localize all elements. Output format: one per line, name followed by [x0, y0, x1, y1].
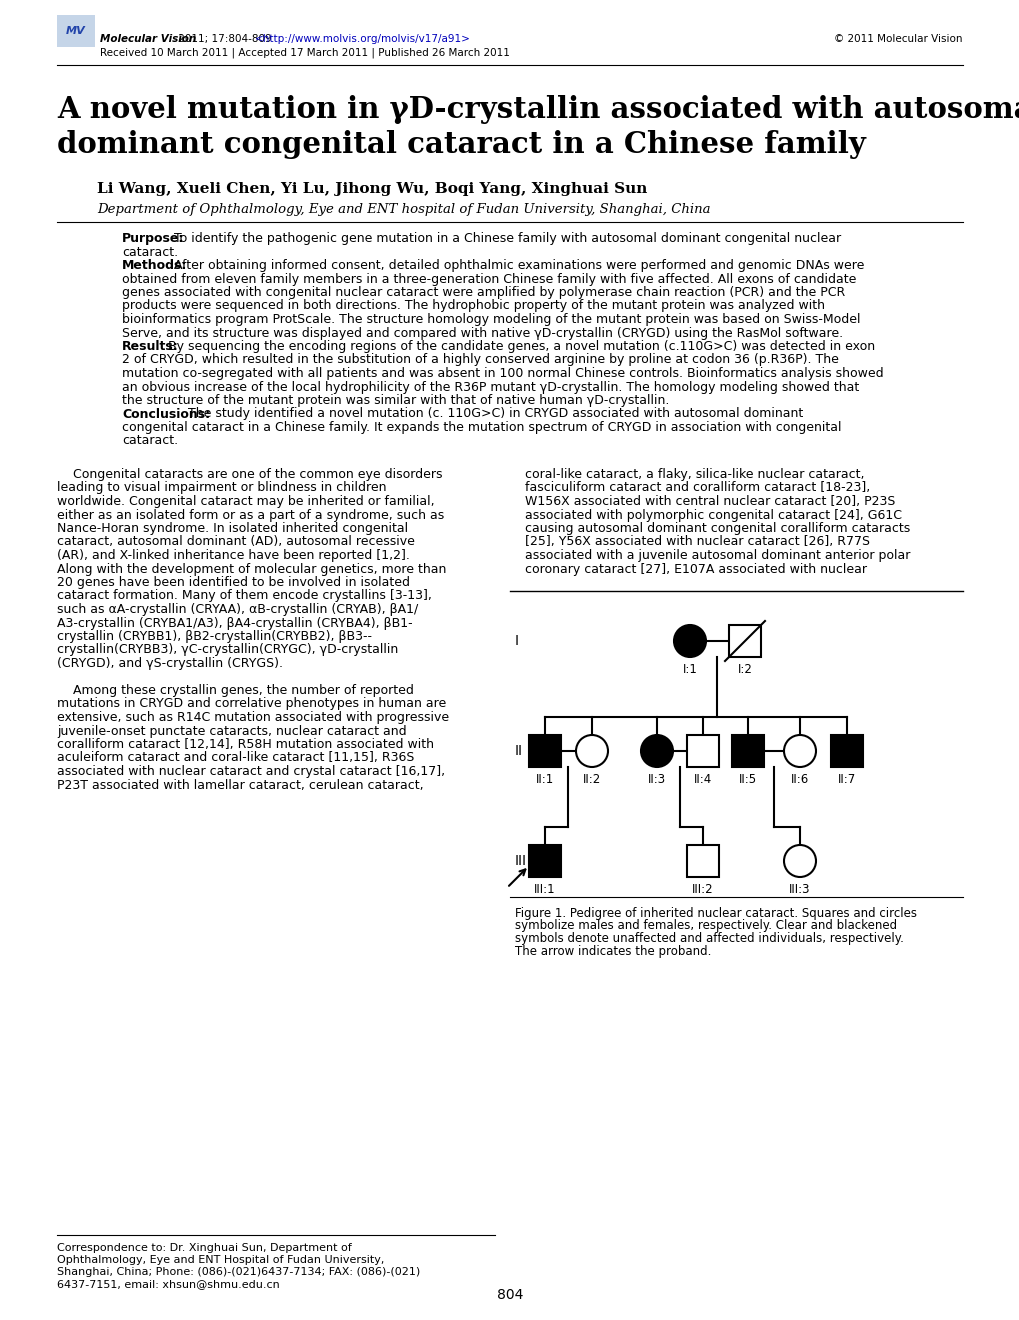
Text: P23T associated with lamellar cataract, cerulean cataract,: P23T associated with lamellar cataract, …: [57, 779, 423, 792]
Text: [25], Y56X associated with nuclear cataract [26], R77S: [25], Y56X associated with nuclear catar…: [525, 536, 869, 549]
Text: juvenile-onset punctate cataracts, nuclear cataract and: juvenile-onset punctate cataracts, nucle…: [57, 725, 407, 738]
Text: By sequencing the encoding regions of the candidate genes, a novel mutation (c.1: By sequencing the encoding regions of th…: [164, 341, 874, 352]
Text: crystallin (CRYBB1), βB2-crystallin(CRYBB2), βB3--: crystallin (CRYBB1), βB2-crystallin(CRYB…: [57, 630, 372, 643]
Text: MV: MV: [66, 26, 86, 36]
Text: causing autosomal dominant congenital coralliform cataracts: causing autosomal dominant congenital co…: [525, 521, 909, 535]
Text: II:6: II:6: [790, 774, 808, 785]
Bar: [830, 735, 862, 767]
Text: 2 of CRYGD, which resulted in the substitution of a highly conserved arginine by: 2 of CRYGD, which resulted in the substi…: [122, 354, 838, 367]
Text: II:2: II:2: [582, 774, 600, 785]
Text: The arrow indicates the proband.: The arrow indicates the proband.: [515, 945, 710, 957]
Text: Ophthalmology, Eye and ENT Hospital of Fudan University,: Ophthalmology, Eye and ENT Hospital of F…: [57, 1255, 384, 1265]
Text: associated with polymorphic congenital cataract [24], G61C: associated with polymorphic congenital c…: [525, 508, 901, 521]
Text: II:4: II:4: [693, 774, 711, 785]
Text: crystallin(CRYBB3), γC-crystallin(CRYGC), γD-crystallin: crystallin(CRYBB3), γC-crystallin(CRYGC)…: [57, 644, 397, 656]
Text: cataract, autosomal dominant (AD), autosomal recessive: cataract, autosomal dominant (AD), autos…: [57, 536, 415, 549]
Text: associated with a juvenile autosomal dominant anterior polar: associated with a juvenile autosomal dom…: [525, 549, 910, 562]
Text: Among these crystallin genes, the number of reported: Among these crystallin genes, the number…: [57, 684, 414, 697]
Text: Received 10 March 2011 | Accepted 17 March 2011 | Published 26 March 2011: Received 10 March 2011 | Accepted 17 Mar…: [100, 48, 510, 58]
Text: Methods:: Methods:: [122, 259, 187, 272]
Text: Figure 1. Pedigree of inherited nuclear cataract. Squares and circles: Figure 1. Pedigree of inherited nuclear …: [515, 907, 916, 920]
Text: III:1: III:1: [534, 883, 555, 896]
Text: bioinformatics program ProtScale. The structure homology modeling of the mutant : bioinformatics program ProtScale. The st…: [122, 313, 860, 326]
Text: Purpose:: Purpose:: [122, 232, 184, 246]
Text: mutation co-segregated with all patients and was absent in 100 normal Chinese co: mutation co-segregated with all patients…: [122, 367, 882, 380]
Text: coral-like cataract, a flaky, silica-like nuclear cataract,: coral-like cataract, a flaky, silica-lik…: [525, 469, 864, 480]
Text: 20 genes have been identified to be involved in isolated: 20 genes have been identified to be invo…: [57, 576, 410, 589]
Bar: [687, 845, 718, 876]
Text: Li Wang, Xueli Chen, Yi Lu, Jihong Wu, Boqi Yang, Xinghuai Sun: Li Wang, Xueli Chen, Yi Lu, Jihong Wu, B…: [97, 182, 647, 195]
Text: extensive, such as R14C mutation associated with progressive: extensive, such as R14C mutation associa…: [57, 711, 448, 723]
Text: either as an isolated form or as a part of a syndrome, such as: either as an isolated form or as a part …: [57, 508, 444, 521]
Text: Conclusions:: Conclusions:: [122, 408, 210, 421]
Text: the structure of the mutant protein was similar with that of native human γD-cry: the structure of the mutant protein was …: [122, 393, 668, 407]
Text: I:1: I:1: [682, 663, 697, 676]
Text: Serve, and its structure was displayed and compared with native γD-crystallin (C: Serve, and its structure was displayed a…: [122, 326, 843, 339]
Text: To identify the pathogenic gene mutation in a Chinese family with autosomal domi: To identify the pathogenic gene mutation…: [170, 232, 841, 246]
Text: A novel mutation in γD-crystallin associated with autosomal: A novel mutation in γD-crystallin associ…: [57, 95, 1019, 124]
Text: congenital cataract in a Chinese family. It expands the mutation spectrum of CRY: congenital cataract in a Chinese family.…: [122, 421, 841, 434]
Text: (AR), and X-linked inheritance have been reported [1,2].: (AR), and X-linked inheritance have been…: [57, 549, 410, 562]
Text: worldwide. Congenital cataract may be inherited or familial,: worldwide. Congenital cataract may be in…: [57, 495, 434, 508]
Text: mutations in CRYGD and correlative phenotypes in human are: mutations in CRYGD and correlative pheno…: [57, 697, 446, 710]
Text: aculeiform cataract and coral-like cataract [11,15], R36S: aculeiform cataract and coral-like catar…: [57, 751, 414, 764]
Bar: [529, 845, 560, 876]
Text: products were sequenced in both directions. The hydrophobic property of the muta: products were sequenced in both directio…: [122, 300, 824, 313]
Text: II:3: II:3: [647, 774, 665, 785]
Text: III: III: [515, 854, 527, 869]
Text: associated with nuclear cataract and crystal cataract [16,17],: associated with nuclear cataract and cry…: [57, 766, 444, 777]
Circle shape: [784, 845, 815, 876]
Circle shape: [576, 735, 607, 767]
Text: coralliform cataract [12,14], R58H mutation associated with: coralliform cataract [12,14], R58H mutat…: [57, 738, 433, 751]
Text: Along with the development of molecular genetics, more than: Along with the development of molecular …: [57, 562, 446, 576]
Text: symbolize males and females, respectively. Clear and blackened: symbolize males and females, respectivel…: [515, 920, 897, 932]
Text: cataract.: cataract.: [122, 246, 178, 259]
Bar: [687, 735, 718, 767]
Text: I: I: [515, 634, 519, 648]
Text: II:5: II:5: [738, 774, 756, 785]
Text: genes associated with congenital nuclear cataract were amplified by polymerase c: genes associated with congenital nuclear…: [122, 286, 845, 300]
Text: III:3: III:3: [789, 883, 810, 896]
Bar: [729, 624, 760, 657]
Text: Shanghai, China; Phone: (086)-(021)6437-7134; FAX: (086)-(021): Shanghai, China; Phone: (086)-(021)6437-…: [57, 1267, 420, 1276]
Text: W156X associated with central nuclear cataract [20], P23S: W156X associated with central nuclear ca…: [525, 495, 895, 508]
Text: A3-crystallin (CRYBA1/A3), βA4-crystallin (CRYBA4), βB1-: A3-crystallin (CRYBA1/A3), βA4-crystalli…: [57, 616, 413, 630]
Text: (CRYGD), and γS-crystallin (CRYGS).: (CRYGD), and γS-crystallin (CRYGS).: [57, 657, 282, 671]
Text: Department of Ophthalmology, Eye and ENT hospital of Fudan University, Shanghai,: Department of Ophthalmology, Eye and ENT…: [97, 203, 710, 216]
Text: Congenital cataracts are one of the common eye disorders: Congenital cataracts are one of the comm…: [57, 469, 442, 480]
Bar: [732, 735, 763, 767]
Text: Results:: Results:: [122, 341, 178, 352]
Text: I:2: I:2: [737, 663, 752, 676]
Text: The study identified a novel mutation (c. 110G>C) in CRYGD associated with autos: The study identified a novel mutation (c…: [183, 408, 803, 421]
Circle shape: [640, 735, 673, 767]
Text: Nance-Horan syndrome. In isolated inherited congenital: Nance-Horan syndrome. In isolated inheri…: [57, 521, 408, 535]
Text: II:1: II:1: [535, 774, 553, 785]
Text: symbols denote unaffected and affected individuals, respectively.: symbols denote unaffected and affected i…: [515, 932, 903, 945]
Text: © 2011 Molecular Vision: © 2011 Molecular Vision: [834, 34, 962, 44]
Circle shape: [784, 735, 815, 767]
Text: cataract formation. Many of them encode crystallins [3-13],: cataract formation. Many of them encode …: [57, 590, 431, 602]
Text: such as αA-crystallin (CRYAA), αB-crystallin (CRYAB), βA1/: such as αA-crystallin (CRYAA), αB-crysta…: [57, 603, 418, 616]
Text: III:2: III:2: [692, 883, 713, 896]
Text: II:7: II:7: [837, 774, 855, 785]
Text: an obvious increase of the local hydrophilicity of the R36P mutant γD-crystallin: an obvious increase of the local hydroph…: [122, 380, 858, 393]
Text: 2011; 17:804-809: 2011; 17:804-809: [175, 34, 274, 44]
Bar: [57, 15, 95, 48]
Text: coronary cataract [27], E107A associated with nuclear: coronary cataract [27], E107A associated…: [525, 562, 866, 576]
Text: 804: 804: [496, 1288, 523, 1302]
Text: Molecular Vision: Molecular Vision: [100, 34, 196, 44]
Text: Correspondence to: Dr. Xinghuai Sun, Department of: Correspondence to: Dr. Xinghuai Sun, Dep…: [57, 1243, 352, 1253]
Text: cataract.: cataract.: [122, 434, 178, 447]
Text: After obtaining informed consent, detailed ophthalmic examinations were performe: After obtaining informed consent, detail…: [170, 259, 863, 272]
Text: II: II: [515, 744, 523, 758]
Circle shape: [674, 624, 705, 657]
Text: leading to visual impairment or blindness in children: leading to visual impairment or blindnes…: [57, 482, 386, 495]
Text: 6437-7151, email: xhsun@shmu.edu.cn: 6437-7151, email: xhsun@shmu.edu.cn: [57, 1279, 279, 1290]
Text: <http://www.molvis.org/molvis/v17/a91>: <http://www.molvis.org/molvis/v17/a91>: [255, 34, 471, 44]
Text: dominant congenital cataract in a Chinese family: dominant congenital cataract in a Chines…: [57, 129, 865, 158]
Bar: [529, 735, 560, 767]
Text: obtained from eleven family members in a three-generation Chinese family with fi: obtained from eleven family members in a…: [122, 272, 856, 285]
Text: fasciculiform cataract and coralliform cataract [18-23],: fasciculiform cataract and coralliform c…: [525, 482, 869, 495]
